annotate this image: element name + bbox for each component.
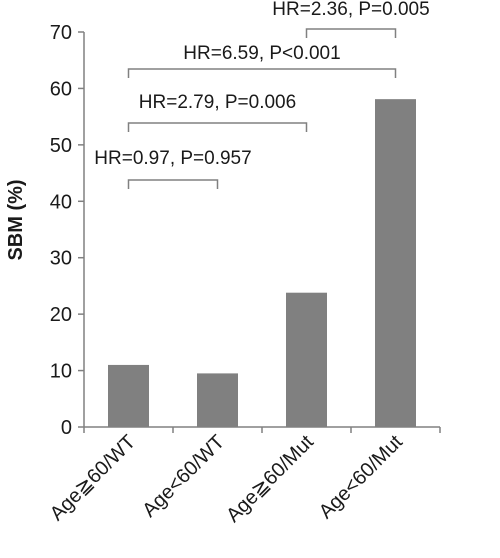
y-tick-label: 70 <box>50 22 72 44</box>
bar <box>197 373 238 427</box>
x-category-label: Age≧60/WT <box>46 431 140 525</box>
y-tick-label: 60 <box>50 78 72 100</box>
annotation-label: HR=6.59, P<0.001 <box>183 43 340 64</box>
y-tick-label: 30 <box>50 248 72 270</box>
x-category-label: Age<60/Mut <box>315 431 408 524</box>
x-category-label: Age≧60/Mut <box>222 431 318 527</box>
bar <box>286 292 327 427</box>
annotation-label: HR=2.36, P=0.005 <box>272 0 429 20</box>
y-tick-label: 20 <box>50 304 72 326</box>
bar <box>108 364 149 427</box>
y-tick-label: 0 <box>61 417 72 439</box>
annotations: HR=0.97, P=0.957 HR=2.79, P=0.006 HR=6.59,… <box>94 0 430 189</box>
bars <box>108 99 416 428</box>
annotation-label: HR=2.79, P=0.006 <box>139 92 296 113</box>
y-tick-label: 40 <box>50 191 72 213</box>
significance-bracket <box>127 122 308 132</box>
x-category-label: Age<60/WT <box>138 431 229 522</box>
y-axis: 0 10 20 30 40 50 60 70 <box>50 22 85 439</box>
y-tick-label: 10 <box>50 361 72 383</box>
significance-bracket <box>127 68 397 78</box>
significance-bracket <box>127 179 219 189</box>
y-axis-title: SBM (%) <box>5 179 27 260</box>
annotation-label: HR=0.97, P=0.957 <box>94 148 251 169</box>
y-tick-label: 50 <box>50 135 72 157</box>
bar <box>375 99 416 428</box>
significance-bracket <box>305 28 397 38</box>
